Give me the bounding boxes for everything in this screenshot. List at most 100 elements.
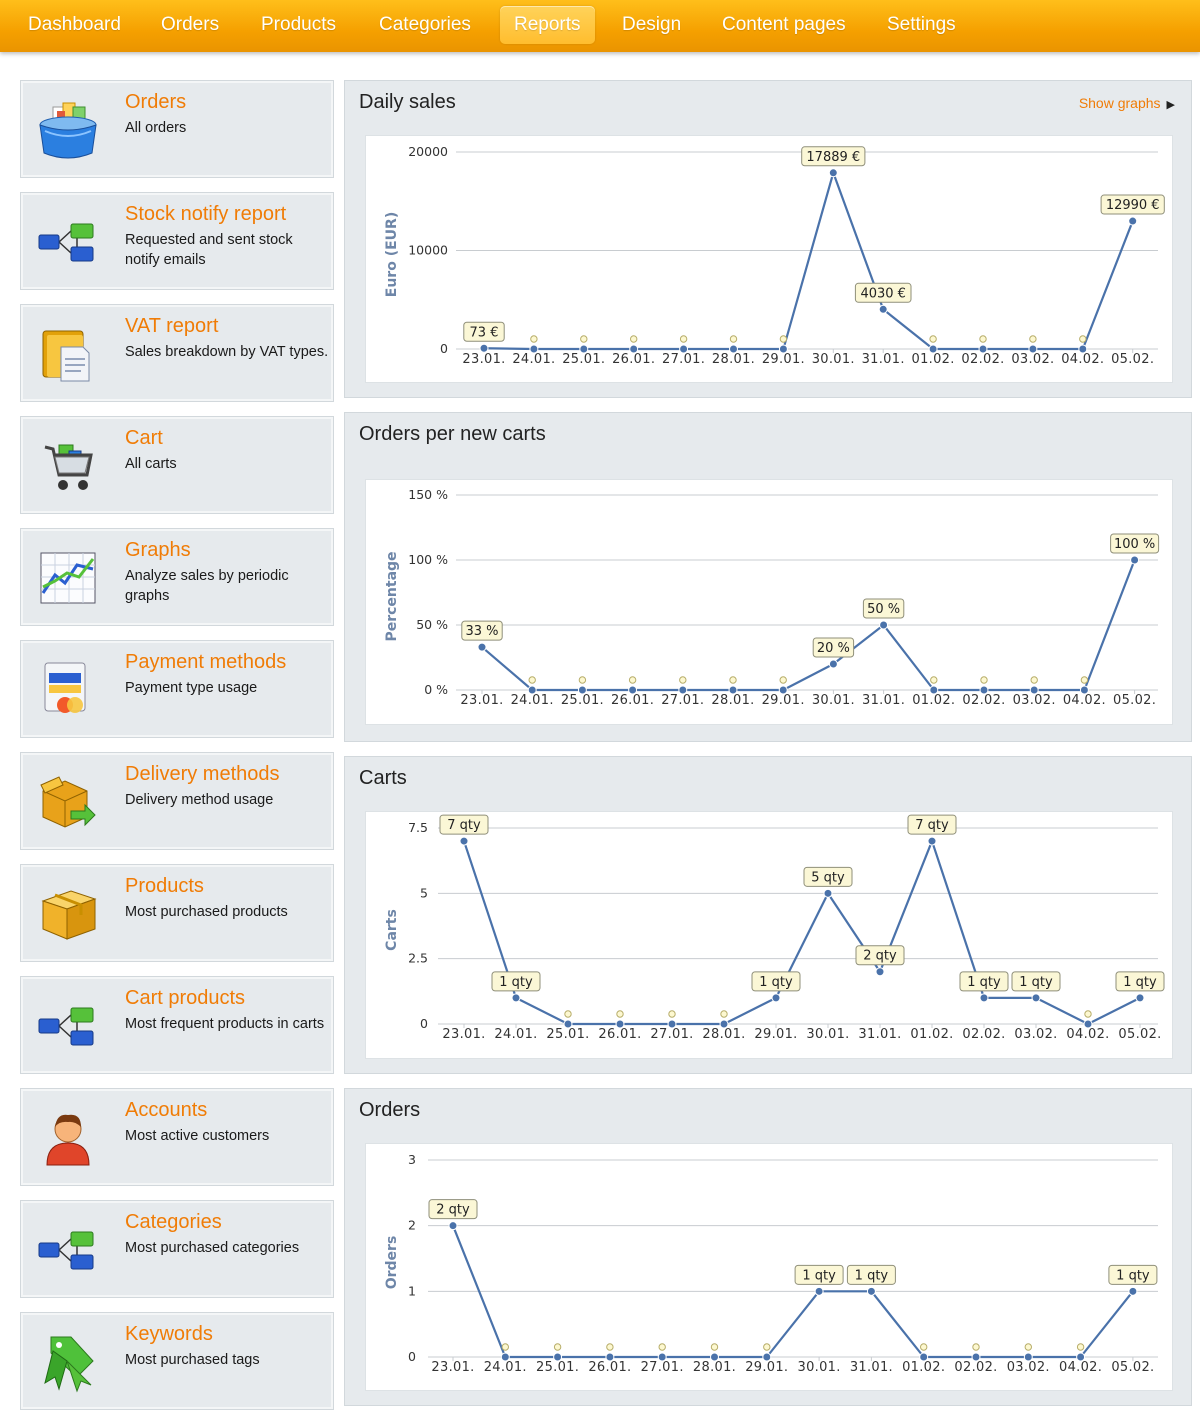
menu-item-cart[interactable]: Cart All carts xyxy=(20,416,334,514)
x-tick-label: 31.01. xyxy=(858,1027,901,1042)
tab-design[interactable]: Design xyxy=(622,14,682,35)
data-label: 73 € xyxy=(470,325,499,340)
x-tick-label: 02.02. xyxy=(962,1027,1005,1042)
zero-marker xyxy=(779,676,787,684)
y-tick-label: 150 % xyxy=(408,487,448,502)
data-point xyxy=(814,1286,824,1296)
tab-dashboard[interactable]: Dashboard xyxy=(28,14,121,35)
show-graphs-link[interactable]: Show graphs ▶ xyxy=(1079,95,1175,111)
zero-marker xyxy=(1080,676,1089,684)
menu-item-categories[interactable]: Categories Most purchased categories xyxy=(20,1200,334,1298)
panel-title: Orders xyxy=(359,1099,421,1121)
zero-marker xyxy=(606,1343,614,1351)
x-tick-label: 03.02. xyxy=(1011,352,1054,367)
data-point xyxy=(978,344,988,354)
data-label: 17889 € xyxy=(806,150,860,165)
user-avatar-icon xyxy=(46,1114,90,1166)
menu-item-title: VAT report xyxy=(125,315,219,337)
flowchart-icon xyxy=(38,1007,94,1046)
menu-item-products[interactable]: Products Most purchased products xyxy=(20,864,334,962)
x-tick-label: 27.01. xyxy=(661,693,704,708)
data-point xyxy=(729,344,738,354)
menu-item-orders[interactable]: Orders All orders xyxy=(20,80,334,178)
data-point xyxy=(1130,555,1140,565)
x-tick-label: 30.01. xyxy=(812,352,855,367)
tab-content-pages[interactable]: Content pages xyxy=(722,14,846,35)
data-point xyxy=(929,685,939,695)
orders-chart-svg: 0 1 2 3 23.01. 24.01. 25.01. 26.01. 27.01. 28.01.… xyxy=(384,1152,1158,1375)
tab-reports[interactable]: Reports xyxy=(500,6,595,44)
data-point xyxy=(879,620,889,630)
tab-settings[interactable]: Settings xyxy=(887,14,956,35)
data-point xyxy=(477,642,487,652)
zero-marker xyxy=(720,1010,728,1018)
data-point xyxy=(459,836,469,846)
data-point xyxy=(1076,1352,1086,1362)
menu-item-desc: Delivery method usage xyxy=(125,792,274,808)
x-tick-label: 02.02. xyxy=(954,1360,997,1375)
carts-panel: Carts 0 2.5 5 7.5 23.01. 24.01. 25.01. 26.01. 27… xyxy=(344,756,1192,1074)
zero-marker xyxy=(1076,1343,1085,1351)
data-label: 1 qty xyxy=(802,1268,836,1283)
orders-per-new-carts-panel: Orders per new carts 0 % 50 % 100 % 150 % 23… xyxy=(344,412,1192,742)
data-point xyxy=(1083,1019,1093,1029)
menu-item-vat-report[interactable]: VAT report Sales breakdown by VAT types. xyxy=(20,304,334,402)
menu-item-payment-methods[interactable]: Payment methods Payment type usage xyxy=(20,640,334,738)
data-point xyxy=(1031,993,1041,1003)
data-point xyxy=(448,1221,458,1231)
data-label-box xyxy=(1108,1264,1158,1285)
x-tick-label: 05.02. xyxy=(1111,1360,1154,1375)
menu-item-desc: Most active customers xyxy=(125,1128,270,1144)
x-tick-label: 30.01. xyxy=(812,693,855,708)
x-tick-label: 05.02. xyxy=(1118,1027,1161,1042)
menu-item-cart-products[interactable]: Cart products Most frequent products in … xyxy=(20,976,334,1074)
y-tick-label: 0 xyxy=(440,341,448,356)
data-label: 5 qty xyxy=(811,870,845,885)
data-label: 4030 € xyxy=(860,286,906,301)
menu-item-desc: All orders xyxy=(125,120,187,136)
payment-card-icon xyxy=(44,662,86,713)
data-label: 1 qty xyxy=(1123,975,1157,990)
menu-item-stock-notify-report[interactable]: Stock notify report Requested and sent s… xyxy=(20,192,334,290)
flowchart-icon xyxy=(38,1231,94,1270)
x-tick-label: 28.01. xyxy=(712,352,755,367)
menu-item-graphs[interactable]: Graphs Analyze sales by periodic graphs xyxy=(20,528,334,626)
x-tick-label: 01.02. xyxy=(910,1027,953,1042)
menu-item-accounts[interactable]: Accounts Most active customers xyxy=(20,1088,334,1186)
zero-marker xyxy=(501,1343,510,1351)
orders-per-new-carts-chart-svg: 0 % 50 % 100 % 150 % 23.01. 24.01. 25.01. 26.01… xyxy=(384,487,1160,708)
data-label-box xyxy=(846,1264,896,1285)
y-tick-label: 1 xyxy=(408,1283,416,1298)
menu-item-delivery-methods[interactable]: Delivery methods Delivery method usage xyxy=(20,752,334,850)
x-tick-label: 29.01. xyxy=(762,693,805,708)
panel-title: Orders per new carts xyxy=(359,423,546,445)
menu-item-desc: Requested and sent stock notify emails xyxy=(125,232,293,268)
x-tick-label: 28.01. xyxy=(711,693,754,708)
zero-marker xyxy=(920,1343,928,1351)
series-line xyxy=(451,1225,1134,1359)
tab-orders[interactable]: Orders xyxy=(161,14,220,35)
data-label-box xyxy=(794,1264,844,1285)
zero-marker xyxy=(710,1343,719,1351)
data-point xyxy=(605,1352,615,1362)
panel-title: Carts xyxy=(359,767,407,789)
data-point xyxy=(928,344,938,354)
tab-categories[interactable]: Categories xyxy=(379,14,471,35)
menu-item-keywords[interactable]: Keywords Most purchased tags xyxy=(20,1312,334,1410)
zero-marker xyxy=(929,335,937,343)
zero-marker xyxy=(1084,1010,1092,1018)
y-tick-label: 0 % xyxy=(424,682,448,697)
zero-marker xyxy=(630,335,638,343)
x-tick-label: 03.02. xyxy=(1007,1360,1050,1375)
x-tick-label: 26.01. xyxy=(598,1027,641,1042)
data-point xyxy=(828,168,838,178)
zero-marker xyxy=(616,1010,624,1018)
tab-products[interactable]: Products xyxy=(261,14,336,35)
y-axis-label: Percentage xyxy=(384,551,400,641)
data-point xyxy=(828,659,838,669)
data-point xyxy=(577,685,587,695)
data-label-box xyxy=(854,282,912,303)
zero-marker xyxy=(553,1343,562,1351)
data-point xyxy=(628,685,638,695)
menu-item-title: Accounts xyxy=(125,1099,208,1121)
